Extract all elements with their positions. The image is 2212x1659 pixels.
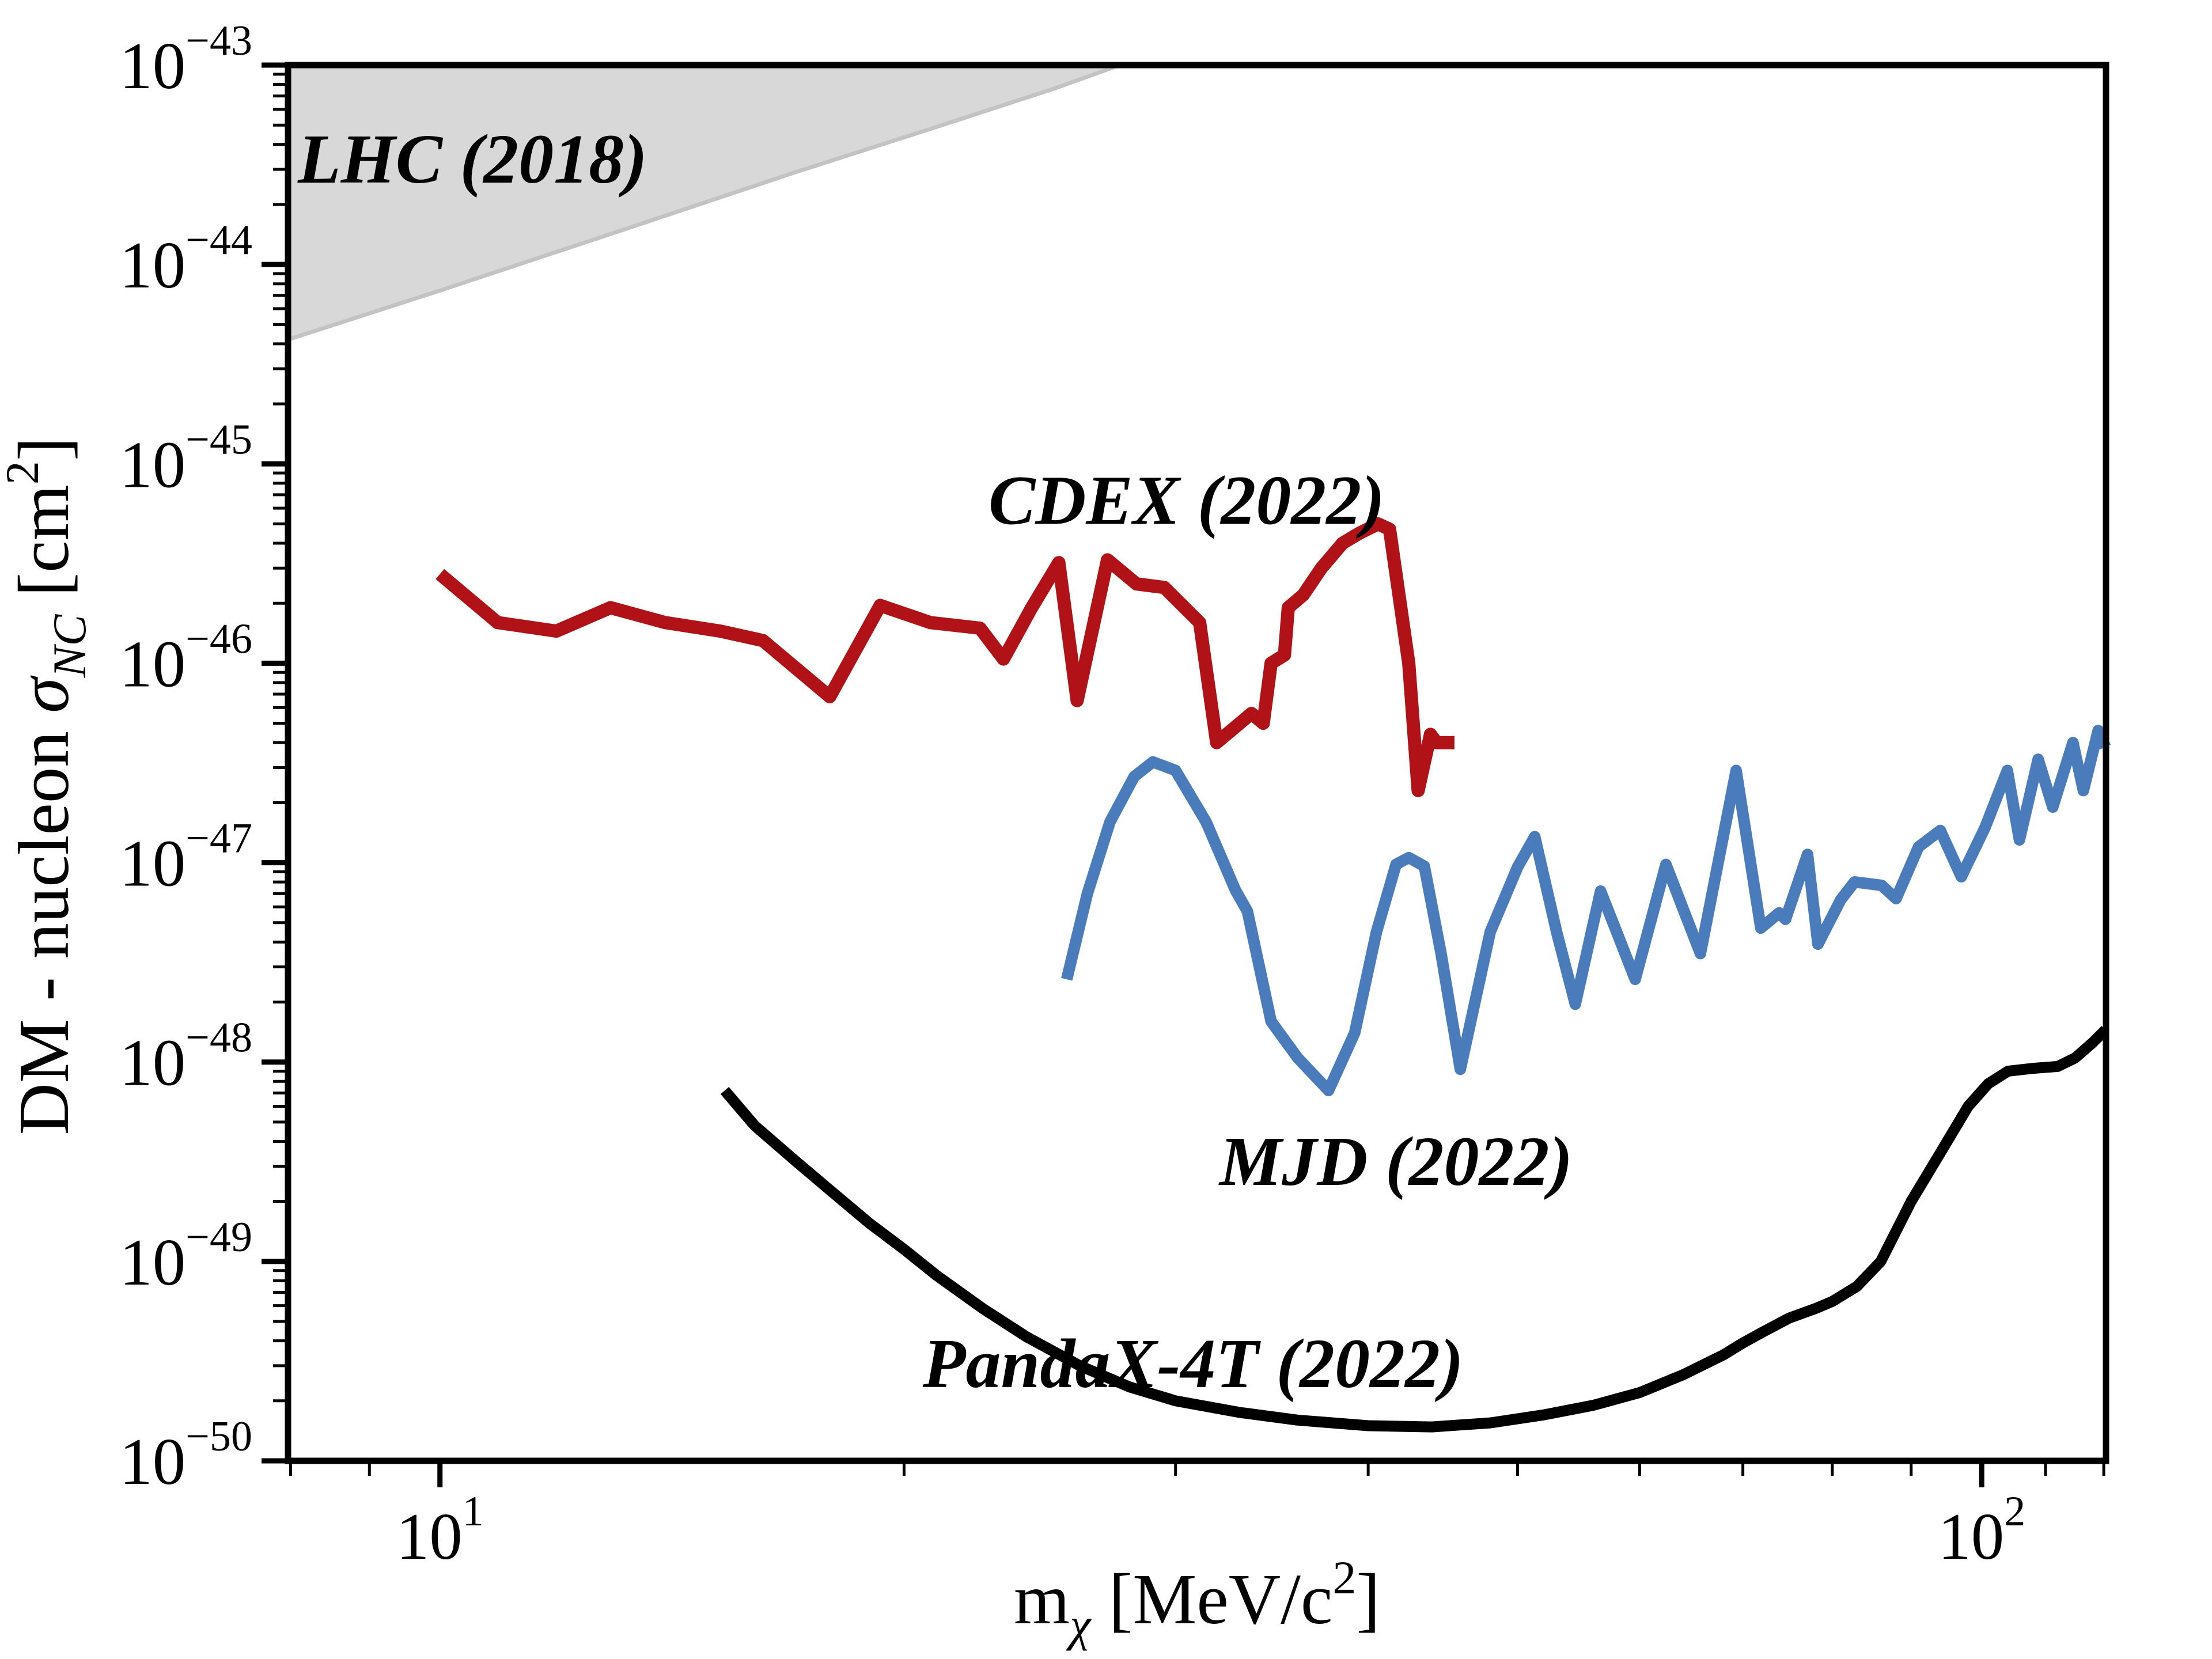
x-axis-label: mχ [MeV/c2]: [1014, 1551, 1380, 1651]
y-tick-label: 10−45: [119, 416, 252, 501]
chart-root: 10−43 10−44 10−45 10−46 10−47 10−48 10−49 10−50…: [0, 17, 2111, 1651]
annotation-pandax: PandaX-4T (2022): [922, 1325, 1464, 1403]
y-tick-label: 10−46: [119, 615, 252, 700]
y-tick-label: 10−50: [119, 1413, 252, 1498]
annotation-cdex: CDEX (2022): [988, 462, 1385, 540]
annotation-lhc: LHC (2018): [297, 120, 647, 198]
series-line-1: [1061, 725, 2111, 1097]
y-tick-label: 10−48: [119, 1014, 252, 1100]
ticks: [262, 62, 2105, 1487]
series-line-2: [720, 1026, 2109, 1433]
y-tick-label: 10−47: [119, 815, 252, 900]
x-tick-label: 101: [396, 1488, 484, 1573]
y-tick-label: 10−43: [119, 17, 252, 103]
series-line-0: [435, 517, 1455, 797]
annotation-mjd: MJD (2022): [1218, 1123, 1573, 1200]
x-tick-label: 102: [1938, 1488, 2025, 1573]
lhc-region-boundary: [287, 63, 1121, 342]
y-axis-label: DM - nucleon σNC [cm2]: [0, 437, 96, 1135]
y-tick-label: 10−44: [119, 217, 252, 302]
axes-frame: [285, 62, 2109, 1464]
y-tick-label: 10−49: [119, 1214, 252, 1299]
